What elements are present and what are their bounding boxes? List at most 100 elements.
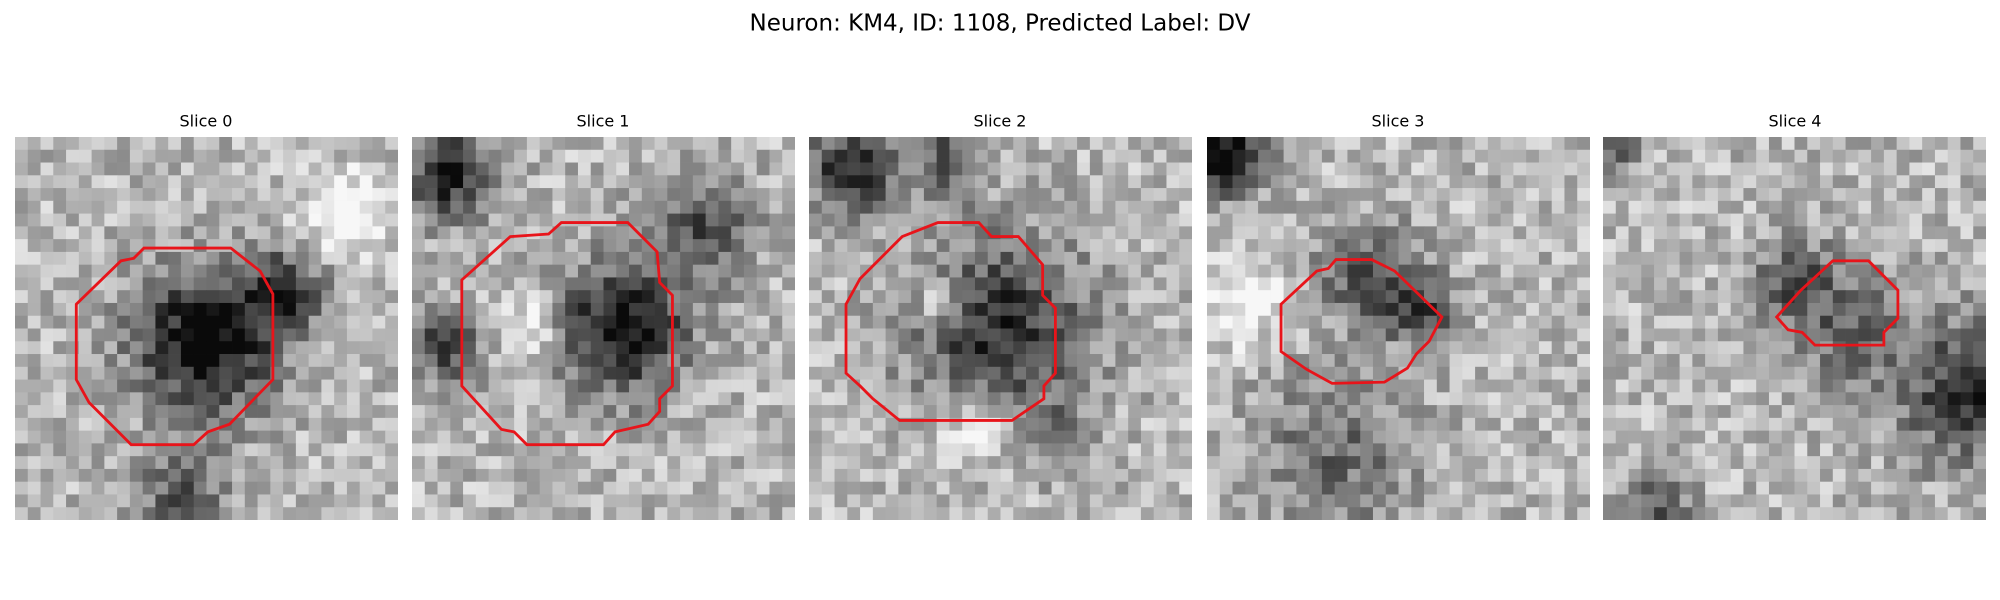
pixel [1089, 277, 1104, 291]
pixel [743, 239, 758, 253]
pixel [949, 251, 963, 266]
pixel [1475, 290, 1489, 304]
pixel [180, 392, 195, 406]
pixel [1807, 226, 1821, 240]
pixel [1411, 137, 1425, 151]
pixel [1794, 392, 1808, 406]
pixel [1513, 405, 1527, 419]
pixel [129, 302, 144, 317]
pixel [244, 379, 258, 393]
pixel [1153, 443, 1167, 457]
pixel [1360, 213, 1374, 227]
pixel [1051, 188, 1065, 202]
pixel [769, 213, 783, 227]
pixel [1449, 481, 1463, 495]
pixel [334, 200, 348, 214]
pixel [1692, 175, 1706, 189]
pixel [1296, 507, 1310, 520]
pixel [1526, 379, 1540, 393]
pixel [1296, 175, 1310, 189]
pixel [1089, 341, 1104, 355]
pixel [1692, 264, 1706, 278]
pixel [1820, 213, 1834, 227]
pixel [987, 392, 1001, 406]
pixel [911, 175, 925, 189]
pixel [1219, 507, 1233, 520]
pixel [885, 137, 899, 151]
pixel [1896, 494, 1910, 508]
pixel [1896, 226, 1910, 240]
pixel [1934, 277, 1949, 291]
pixel [1487, 188, 1502, 202]
pixel [1666, 443, 1680, 457]
pixel [1603, 392, 1617, 406]
pixel [1934, 341, 1949, 355]
pixel [1603, 239, 1617, 253]
pixel [1871, 188, 1885, 202]
pixel [1258, 239, 1272, 253]
pixel [1424, 354, 1438, 368]
pixel [1513, 226, 1527, 240]
pixel [1615, 290, 1629, 304]
pixel [1026, 277, 1040, 291]
pixel [692, 251, 707, 266]
pixel [1258, 494, 1272, 508]
pixel [949, 175, 963, 189]
pixel [308, 443, 322, 457]
pixel [15, 456, 29, 470]
pixel [539, 468, 553, 483]
pixel [488, 302, 502, 317]
pixel [206, 315, 220, 329]
pixel [1820, 341, 1834, 355]
pixel [244, 341, 258, 355]
pixel [168, 379, 182, 393]
pixel [270, 456, 284, 470]
pixel [1603, 213, 1617, 227]
pixel [1871, 366, 1885, 380]
pixel [1411, 392, 1425, 406]
pixel [463, 239, 477, 253]
pixel [385, 392, 398, 406]
pixel [590, 341, 604, 355]
pixel [334, 188, 348, 202]
pixel [923, 188, 938, 202]
pixel [1692, 507, 1706, 520]
pixel [1449, 290, 1463, 304]
pixel [1883, 354, 1898, 368]
pixel [1232, 354, 1246, 368]
pixel [1038, 251, 1052, 266]
pixel [1232, 188, 1246, 202]
pixel [1896, 354, 1910, 368]
pixel [359, 264, 373, 278]
pixel [1232, 162, 1246, 176]
pixel [1564, 239, 1578, 253]
pixel [1628, 430, 1642, 444]
pixel [641, 468, 655, 483]
pixel [15, 277, 29, 291]
pixel [616, 251, 630, 266]
pixel [308, 456, 322, 470]
pixel [603, 264, 617, 278]
pixel [321, 456, 335, 470]
pixel [782, 468, 795, 483]
pixel [40, 277, 54, 291]
pixel [1051, 200, 1065, 214]
pixel [463, 328, 477, 342]
pixel [1475, 494, 1489, 508]
pixel [1871, 162, 1885, 176]
pixel [1973, 290, 1986, 304]
pixel [1153, 162, 1167, 176]
pixel [53, 226, 67, 240]
pixel [1245, 188, 1259, 202]
pixel [53, 417, 67, 432]
pixel [1102, 392, 1116, 406]
pixel [475, 188, 489, 202]
pixel [1166, 315, 1180, 329]
pixel [1922, 213, 1936, 227]
pixel [117, 481, 131, 495]
pixel [463, 443, 477, 457]
pixel [193, 200, 207, 214]
pixel [15, 137, 29, 151]
pixel [809, 137, 823, 151]
pixel [501, 379, 515, 393]
